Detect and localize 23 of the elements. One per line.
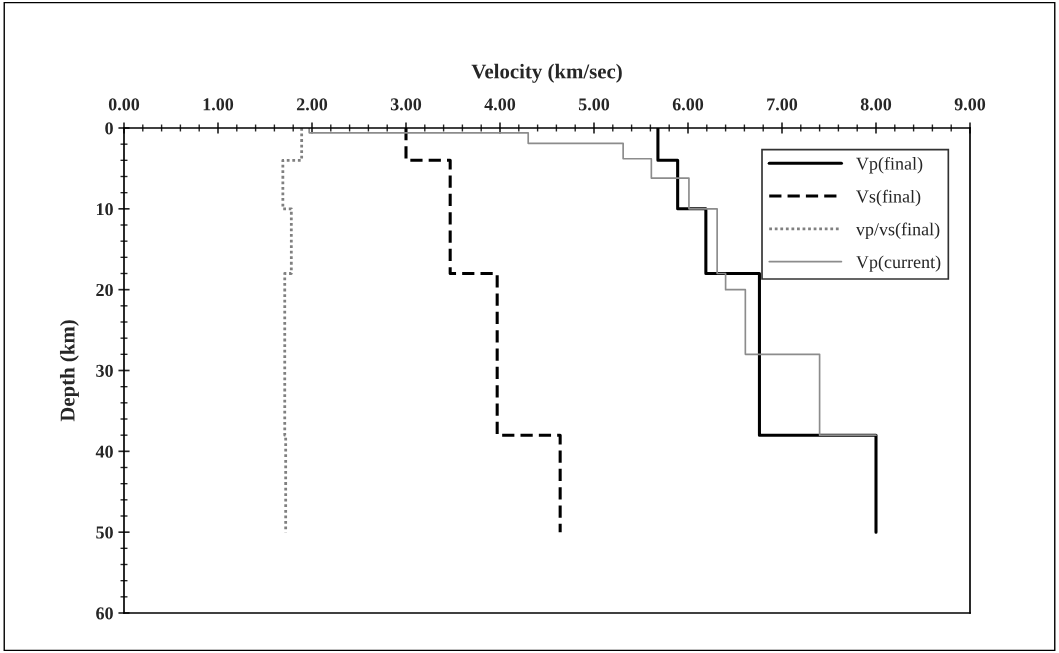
y-tick-label: 50 — [96, 526, 113, 539]
x-tick-label: 5.00 — [578, 98, 610, 111]
legend-label: Vs(final) — [856, 189, 921, 207]
x-axis-title: Velocity (km/sec) — [471, 63, 622, 83]
y-tick-label: 60 — [96, 607, 113, 620]
x-tick-label: 6.00 — [672, 98, 704, 111]
x-tick-label: 7.00 — [767, 98, 798, 111]
x-tick-label: 1.00 — [203, 98, 234, 111]
x-tick-label: 3.00 — [390, 98, 422, 111]
legend-label: Vp(final) — [856, 156, 923, 174]
x-tick-label: 0.00 — [108, 98, 140, 111]
x-tick-label: 9.00 — [954, 98, 986, 111]
y-tick-label: 10 — [96, 203, 113, 216]
legend-label: Vp(current) — [856, 255, 941, 272]
x-tick-label: 8.00 — [860, 98, 892, 111]
y-tick-label: 30 — [96, 364, 113, 377]
y-tick-label: 20 — [96, 283, 113, 297]
y-tick-label: 40 — [95, 445, 113, 458]
x-tick-label: 2.00 — [296, 98, 328, 111]
x-tick-label: 4.00 — [484, 98, 516, 111]
y-tick-label: 0 — [105, 122, 113, 135]
y-axis-title: Depth (km) — [59, 320, 79, 422]
legend-label: vp/vs(final) — [855, 222, 940, 240]
